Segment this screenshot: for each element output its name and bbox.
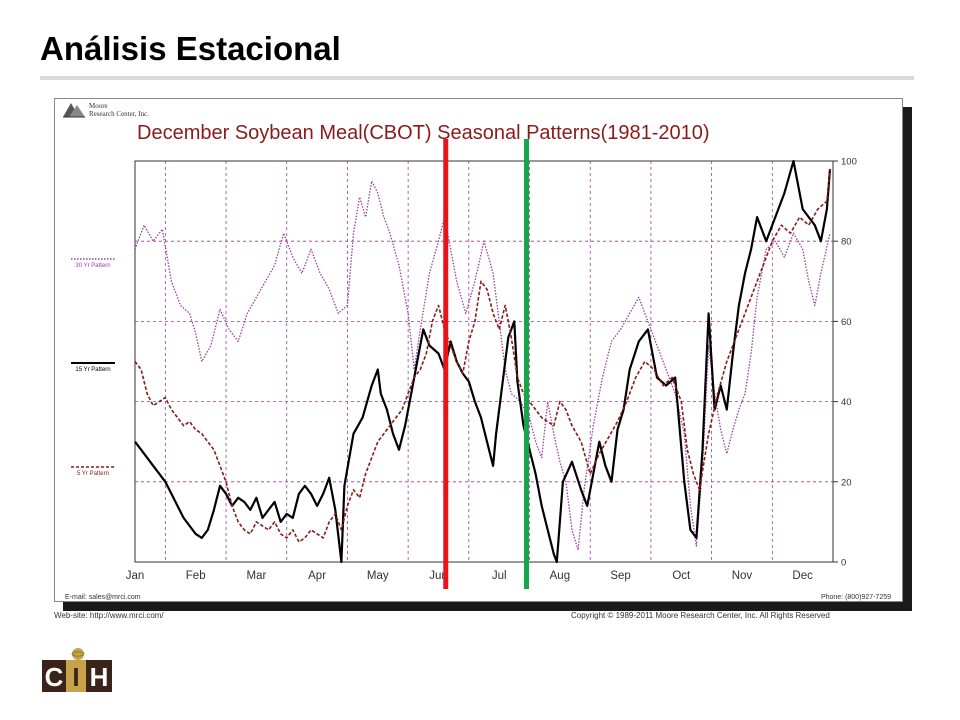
legend-item-5yr: 5 Yr Pattern: [71, 466, 115, 477]
x-tick-label: May: [367, 570, 389, 582]
legend-label-15yr: 15 Yr Pattern: [75, 367, 110, 373]
series-line-p15: [134, 159, 832, 564]
y-tick-label: 60: [841, 317, 852, 328]
x-tick-label: Oct: [672, 570, 691, 582]
svg-text:H: H: [90, 662, 109, 692]
publisher-name-line1: Moore: [89, 102, 108, 110]
legend-item-30yr: 30 Yr Pattern: [71, 258, 115, 269]
y-tick-label: 80: [841, 237, 852, 248]
chart-title: December Soybean Meal(CBOT) Seasonal Pat…: [137, 122, 710, 144]
x-tick-label: Jan: [126, 570, 145, 582]
publisher-phone: Phone: (800)927-7259: [821, 594, 891, 601]
cih-logo: C I H: [42, 648, 112, 692]
x-tick-label: Jun: [429, 570, 448, 582]
seasonal-chart-panel: Moore Research Center, Inc. December Soy…: [54, 98, 903, 602]
x-tick-label: Nov: [732, 570, 753, 582]
legend-item-15yr: 15 Yr Pattern: [71, 362, 115, 373]
y-tick-label: 0: [841, 558, 846, 569]
moore-logo-icon: [63, 103, 85, 118]
plot-area: 0 20 40 60 80 100 Jan Feb Mar Apr May Jun Jul Aug Sep O…: [126, 139, 857, 589]
plot-frame: [134, 160, 834, 563]
legend: 30 Yr Pattern 15 Yr Pattern 5 Yr Pattern: [71, 258, 115, 477]
svg-text:I: I: [72, 662, 79, 692]
title-underline: [40, 76, 914, 80]
copyright-notice: Copyright © 1989-2011 Moore Research Cen…: [571, 611, 830, 620]
publisher-website: Web-site: http://www.mrci.com/: [54, 611, 164, 620]
slide-title: Análisis Estacional: [40, 30, 341, 67]
legend-label-5yr: 5 Yr Pattern: [77, 471, 109, 477]
x-tick-label: Apr: [308, 570, 326, 582]
x-tick-label: Mar: [246, 570, 266, 582]
publisher-email: E-mail: sales@mrci.com: [65, 594, 141, 601]
svg-text:C: C: [45, 662, 64, 692]
series-line-p5: [134, 168, 831, 543]
y-tick-label: 20: [841, 477, 852, 488]
legend-label-30yr: 30 Yr Pattern: [75, 263, 110, 269]
seasonal-chart: Moore Research Center, Inc. December Soy…: [63, 102, 891, 601]
x-tick-label: Aug: [550, 570, 570, 582]
y-tick-label: 40: [841, 397, 852, 408]
x-tick-label: Sep: [610, 570, 630, 582]
x-tick-label: Feb: [186, 570, 206, 582]
publisher-name-line2: Research Center, Inc.: [89, 110, 149, 118]
series-line-p30: [134, 180, 831, 551]
x-tick-label: Jul: [492, 570, 507, 582]
x-tick-label: Dec: [792, 570, 813, 582]
y-tick-label: 100: [841, 157, 857, 168]
